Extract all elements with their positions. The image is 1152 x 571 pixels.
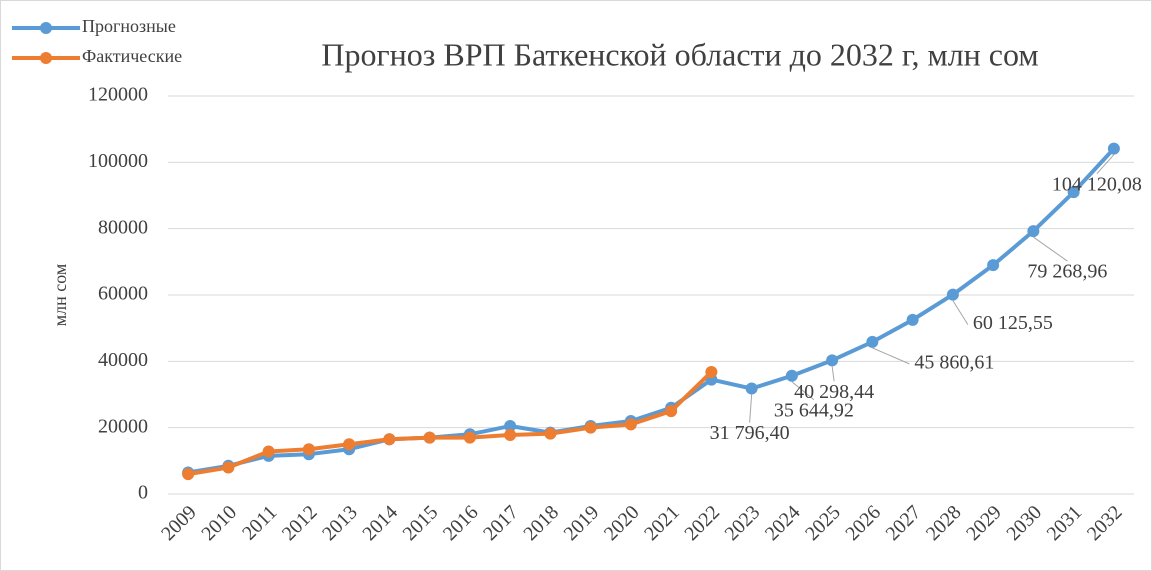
chart-title: Прогноз ВРП Баткенской области до 2032 г… bbox=[321, 36, 1038, 72]
data-point bbox=[423, 431, 436, 444]
data-point bbox=[343, 438, 356, 451]
data-label: 35 644,92 bbox=[774, 399, 854, 421]
data-point bbox=[946, 288, 959, 301]
data-label: 60 125,55 bbox=[973, 312, 1053, 334]
data-point bbox=[584, 421, 597, 434]
data-point bbox=[665, 405, 678, 418]
data-point bbox=[987, 259, 1000, 272]
data-point bbox=[745, 382, 758, 395]
leader-line bbox=[791, 381, 815, 401]
legend-label: Фактические bbox=[82, 46, 182, 66]
y-axis-label: млн сом bbox=[50, 264, 70, 327]
y-tick-label: 0 bbox=[138, 482, 148, 504]
data-point bbox=[383, 433, 396, 446]
data-point bbox=[705, 365, 718, 378]
leader-line bbox=[872, 347, 910, 365]
data-point bbox=[262, 445, 275, 458]
series-line bbox=[187, 147, 1116, 475]
data-label: 79 268,96 bbox=[1027, 261, 1107, 283]
data-point bbox=[785, 369, 798, 382]
data-point bbox=[1107, 142, 1120, 155]
y-tick-label: 80000 bbox=[98, 216, 148, 238]
data-point bbox=[302, 443, 315, 456]
leader-line bbox=[1033, 236, 1068, 262]
data-point bbox=[222, 461, 235, 474]
data-point bbox=[504, 428, 517, 441]
leader-line bbox=[1096, 154, 1115, 175]
data-point bbox=[866, 335, 879, 348]
data-point bbox=[906, 313, 919, 326]
data-point bbox=[463, 431, 476, 444]
data-label: 45 860,61 bbox=[914, 351, 994, 373]
data-point bbox=[624, 418, 637, 431]
y-tick-label: 120000 bbox=[88, 84, 148, 106]
y-tick-label: 60000 bbox=[98, 283, 148, 305]
data-label: 104 120,08 bbox=[1052, 173, 1142, 195]
y-tick-label: 20000 bbox=[98, 415, 148, 437]
series-line bbox=[187, 370, 713, 477]
legend-marker bbox=[40, 22, 52, 34]
data-point bbox=[544, 427, 557, 440]
data-point bbox=[182, 468, 195, 481]
data-label: 31 796,40 bbox=[710, 422, 790, 444]
legend-marker bbox=[40, 52, 52, 64]
y-tick-label: 100000 bbox=[88, 150, 148, 172]
data-point bbox=[504, 420, 517, 433]
y-tick-label: 40000 bbox=[98, 349, 148, 371]
data-label: 40 298,44 bbox=[794, 381, 874, 403]
leader-line bbox=[952, 300, 969, 325]
leader-line bbox=[831, 366, 835, 382]
data-point bbox=[826, 354, 839, 367]
data-point bbox=[1027, 225, 1040, 238]
legend-label: Прогнозные bbox=[82, 16, 176, 36]
data-point bbox=[1067, 186, 1080, 199]
leader-line bbox=[749, 394, 753, 423]
